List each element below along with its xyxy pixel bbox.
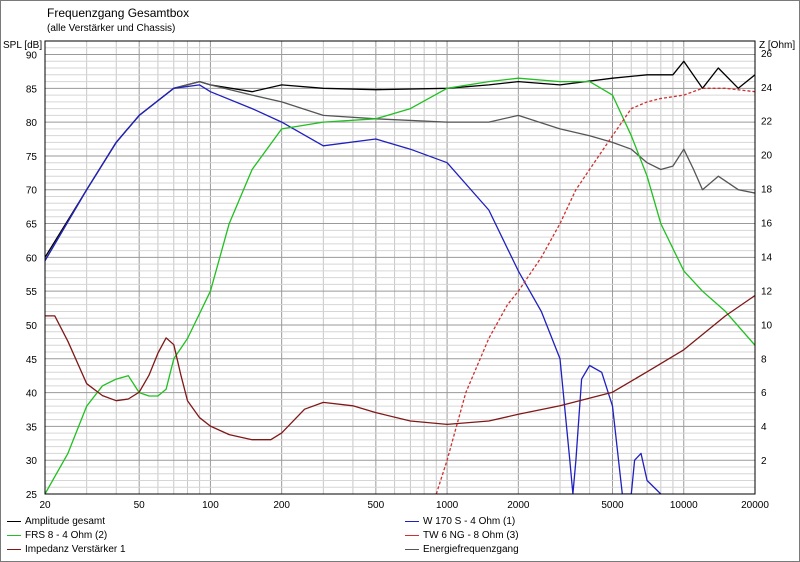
legend-item-frs8: FRS 8 - 4 Ohm (2) — [7, 530, 107, 541]
y-tick-label-left: 85 — [26, 84, 38, 95]
y-tick-label-right: 4 — [761, 422, 767, 433]
y-tick-label-right: 16 — [761, 219, 773, 230]
y-tick-label-left: 25 — [26, 490, 38, 501]
y-tick-label-left: 30 — [26, 456, 38, 467]
y-tick-label-right: 2 — [761, 456, 767, 467]
series-line-energiefrequenzgang — [45, 80, 755, 262]
x-tick-label: 100 — [202, 500, 219, 511]
y-tick-label-left: 45 — [26, 355, 38, 366]
y-axis-left-label: SPL [dB] — [3, 40, 43, 51]
plot-border — [44, 40, 756, 495]
y-tick-label-right: 20 — [761, 151, 773, 162]
y-tick-label-left: 70 — [26, 186, 38, 197]
y-tick-label-right: 26 — [761, 49, 773, 60]
series-line-frs-8-4-ohm-2 — [45, 77, 755, 494]
x-tick-label: 1000 — [436, 500, 459, 511]
y-tick-label-right: 14 — [761, 252, 773, 263]
y-tick-label-right: 6 — [761, 388, 767, 399]
series-line-impedanz-verst-rker-1 — [45, 294, 755, 441]
x-tick-label: 20000 — [741, 500, 769, 511]
legend-item-amplitude: Amplitude gesamt — [7, 516, 105, 527]
x-tick-label: 10000 — [670, 500, 698, 511]
y-tick-label-left: 65 — [26, 220, 38, 231]
y-tick-label-left: 40 — [26, 389, 38, 400]
y-tick-label-left: 35 — [26, 422, 38, 433]
y-tick-label-left: 80 — [26, 118, 38, 129]
x-tick-label: 2000 — [507, 500, 530, 511]
series-line-w-170-s-4-ohm-1 — [45, 84, 662, 494]
x-tick-label: 20 — [39, 500, 51, 511]
legend-item-w170s: W 170 S - 4 Ohm (1) — [405, 516, 515, 527]
y-tick-label-right: 12 — [761, 286, 773, 297]
y-tick-label-right: 10 — [761, 320, 773, 331]
y-tick-label-right: 24 — [761, 83, 773, 94]
y-tick-label-right: 8 — [761, 354, 767, 365]
y-axis-right-label: Z [Ohm] — [759, 40, 796, 51]
chart-title: Frequenzgang Gesamtbox — [47, 6, 190, 20]
chart-subtitle: (alle Verstärker und Chassis) — [47, 23, 176, 34]
x-tick-label: 5000 — [601, 500, 624, 511]
y-tick-label-left: 50 — [26, 321, 38, 332]
y-tick-label-left: 90 — [26, 51, 38, 62]
x-tick-label: 50 — [134, 500, 146, 511]
y-tick-label-left: 75 — [26, 152, 38, 163]
y-tick-label-left: 55 — [26, 287, 38, 298]
y-tick-label-left: 60 — [26, 253, 38, 264]
legend-item-impedanz: Impedanz Verstärker 1 — [7, 544, 126, 555]
legend-item-energie: Energiefrequenzgang — [405, 544, 519, 555]
y-tick-label-right: 22 — [761, 117, 773, 128]
x-tick-label: 500 — [368, 500, 385, 511]
x-tick-label: 200 — [273, 500, 290, 511]
legend-item-tw6ng: TW 6 NG - 8 Ohm (3) — [405, 530, 519, 541]
y-tick-label-right: 18 — [761, 185, 773, 196]
